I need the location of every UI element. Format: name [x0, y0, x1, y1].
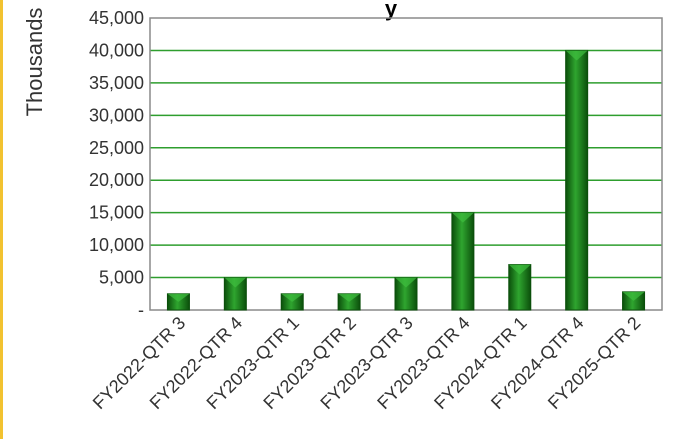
bar [508, 264, 532, 311]
bar [394, 277, 418, 311]
y-tick-label: 10,000 [89, 235, 144, 255]
bar [223, 277, 247, 311]
y-tick-label: 35,000 [89, 73, 144, 93]
bar [280, 293, 304, 311]
y-tick-label: 30,000 [89, 105, 144, 125]
left-accent-stripe [0, 0, 3, 439]
bar [451, 212, 475, 311]
y-axis-ticks: - 5,000 10,000 15,000 20,000 25,000 30,000 35,0… [89, 8, 144, 320]
y-tick-label: 25,000 [89, 138, 144, 158]
y-tick-label: 15,000 [89, 203, 144, 223]
y-tick-label: 40,000 [89, 40, 144, 60]
bar [622, 291, 646, 311]
bar [337, 293, 361, 311]
y-tick-label: 20,000 [89, 170, 144, 190]
y-axis-title: Thousands [22, 8, 47, 117]
bars [166, 49, 646, 311]
chart-title: y [385, 0, 398, 21]
y-tick-label: 45,000 [89, 8, 144, 28]
bar [166, 293, 190, 311]
y-tick-label: 5,000 [99, 268, 144, 288]
bar [565, 49, 589, 311]
y-tick-label: - [138, 300, 144, 320]
